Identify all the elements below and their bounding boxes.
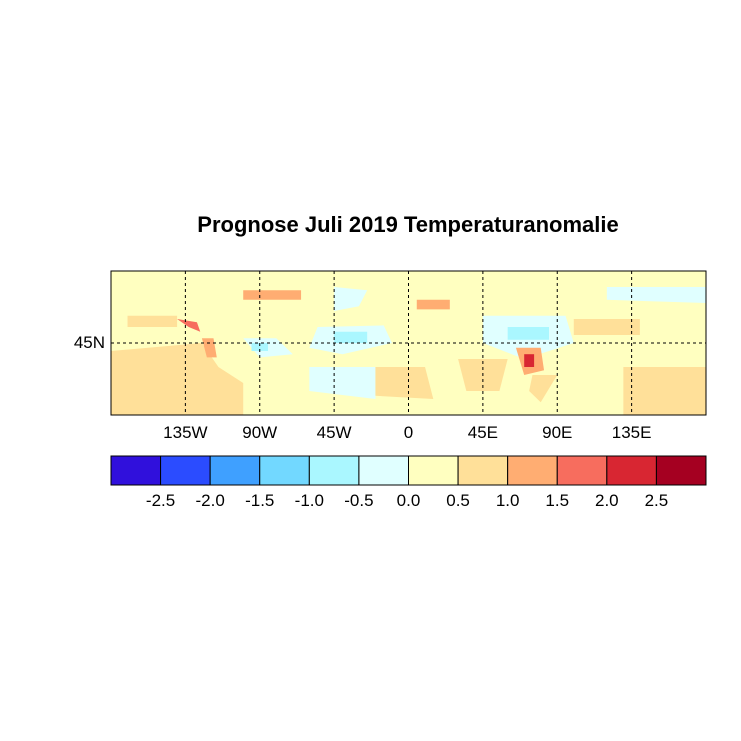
colorbar-box [110,455,162,486]
colorbar-label: -2.0 [195,491,225,510]
anomaly-patch [251,343,269,351]
anomaly-patch [375,367,434,399]
colorbar-box [259,455,310,486]
colorbar [110,455,707,486]
colorbar-label: 0.5 [446,491,470,510]
anomaly-patch [573,319,640,335]
colorbar-label: 1.5 [545,491,570,510]
colorbar-label: 1.0 [495,491,520,510]
colorbar-label: -2.5 [145,491,176,510]
colorbar-label: 2.5 [644,491,669,510]
colorbar-box [606,455,657,486]
anomaly-patch [416,299,450,310]
colorbar-box [160,455,211,486]
colorbar-box [507,455,558,486]
colorbar-box [358,455,409,486]
lon-tick-label: 135W [163,423,208,442]
lon-tick-label: 90W [242,423,278,442]
colorbar-box [556,455,608,486]
lat-tick-label: 45N [73,333,105,352]
chart-title: Prognose Juli 2019 Temperaturanomalie [197,212,619,237]
colorbar-box [408,455,459,486]
colorbar-label: -1.5 [245,491,275,510]
anomaly-patch [507,327,549,340]
map-frame [110,270,707,416]
lon-tick-label: 135E [611,423,652,442]
colorbar-label: 0.0 [396,491,421,510]
anomaly-patch [334,287,368,311]
anomaly-patch [243,290,302,300]
lon-tick-label: 90E [542,423,573,442]
anomaly-patch [127,315,178,327]
lon-tick-label: 45E [467,423,498,442]
colorbar-box [308,455,360,486]
colorbar-box [209,455,261,486]
anomaly-patch [111,343,244,415]
anomaly-patch [524,354,535,367]
lon-tick-label: 45W [316,423,352,442]
colorbar-label: -0.5 [344,491,374,510]
colorbar-box [655,455,707,486]
colorbar-label: 2.0 [595,491,619,510]
anomaly-patch [177,319,201,332]
anomaly-patch [334,331,368,343]
anomaly-patch [623,367,706,415]
colorbar-box [457,455,509,486]
lon-tick-label: 0 [403,423,414,442]
colorbar-label: -1.0 [294,491,324,510]
anomaly-patch [309,367,376,399]
gridlines [111,271,706,415]
anomaly-patch [529,375,558,403]
